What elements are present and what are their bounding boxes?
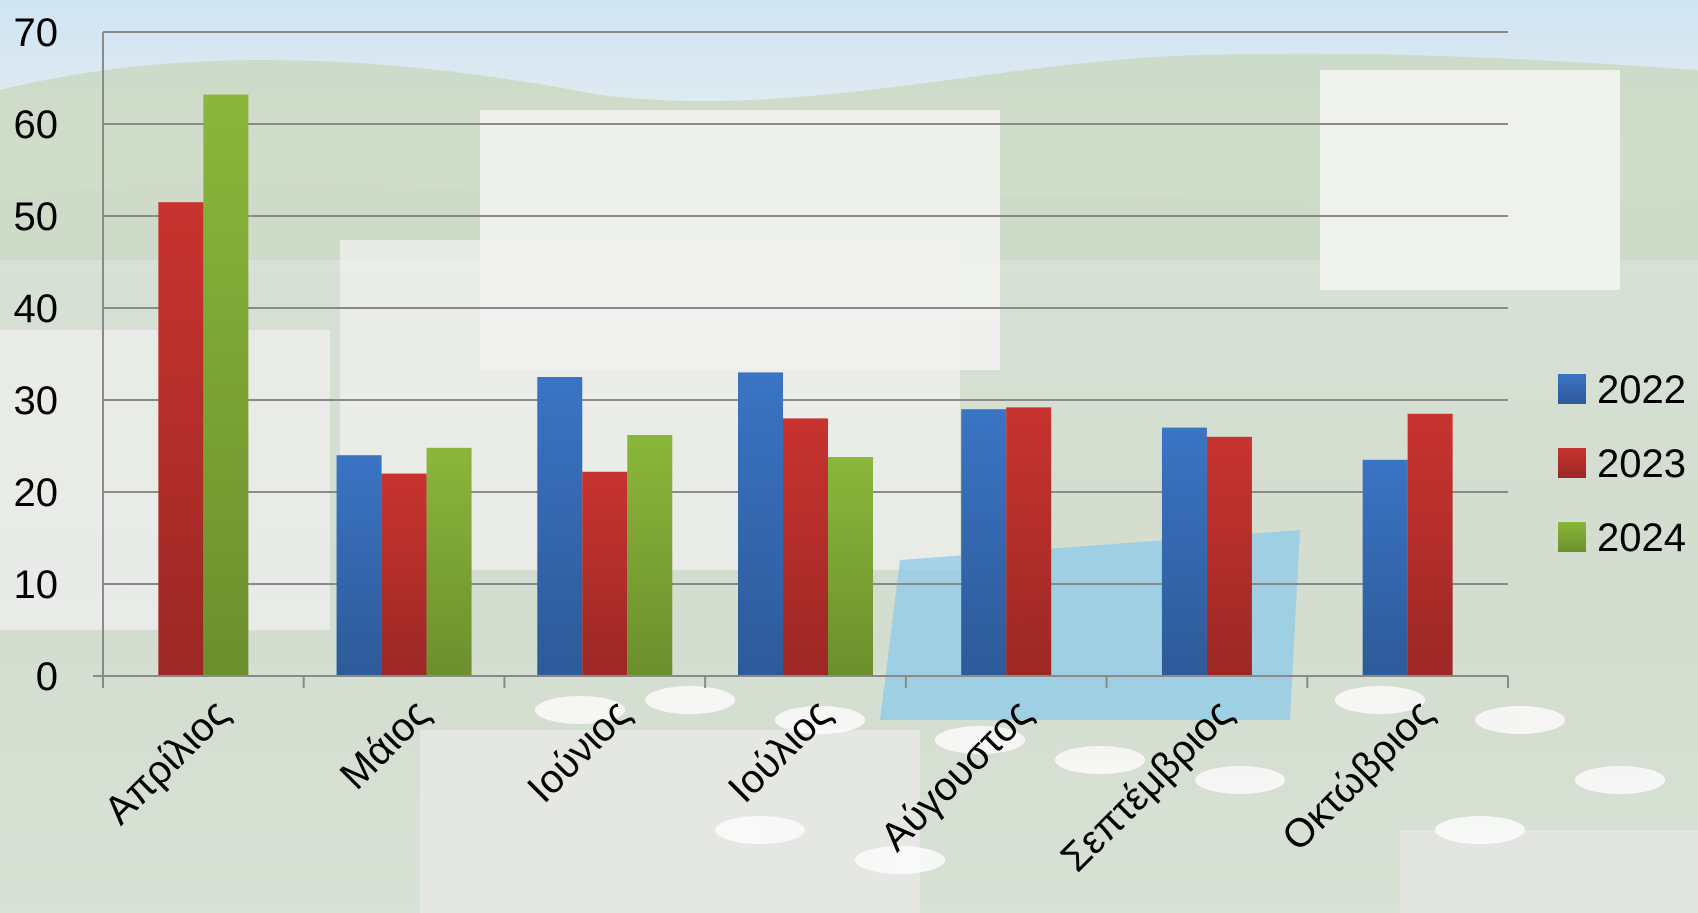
y-tick-label: 0 — [36, 655, 58, 699]
y-tick-label: 70 — [14, 11, 59, 55]
legend-item-2023[interactable]: 2023 — [1558, 442, 1686, 486]
y-tick-label: 10 — [14, 563, 59, 607]
y-tick-label: 50 — [14, 195, 59, 239]
y-tick-labels: 0 10 20 30 40 50 60 70 — [14, 11, 59, 699]
legend-label: 2023 — [1597, 442, 1686, 486]
category-label: Σεπτέμβριος — [1052, 691, 1241, 880]
category-label: Οκτώβριος — [1274, 691, 1442, 859]
bar-2024-2 — [627, 434, 673, 676]
bar-2022-1 — [336, 455, 382, 676]
legend-item-2022[interactable]: 2022 — [1558, 368, 1686, 412]
bar-2023-6 — [1407, 413, 1453, 676]
bar-2024-0 — [203, 94, 249, 676]
bar-2023-1 — [381, 473, 427, 676]
category-label: Απρίλιος — [96, 691, 238, 833]
bar-2024-1 — [426, 447, 472, 676]
bar-2023-5 — [1206, 436, 1252, 676]
category-label: Ιούνιος — [519, 691, 639, 811]
y-tick-label: 20 — [14, 471, 59, 515]
bar-2023-2 — [582, 471, 628, 676]
axes — [93, 32, 1509, 688]
legend-swatch — [1558, 522, 1586, 552]
bar-2023-0 — [158, 202, 204, 676]
y-tick-label: 40 — [14, 287, 59, 331]
bar-2022-4 — [961, 409, 1007, 676]
bar-2024-3 — [828, 457, 873, 676]
bar-2022-3 — [738, 372, 783, 676]
y-tick-label: 60 — [14, 103, 59, 147]
legend-swatch — [1558, 374, 1586, 404]
x-tick-labels: Απρίλιος Μάιος Ιούνιος Ιούλιος Αύγουστος Σεπτ… — [96, 691, 1442, 880]
legend-label: 2024 — [1597, 516, 1686, 560]
bar-2023-3 — [783, 418, 828, 676]
legend[interactable]: 2022 2023 2024 — [1558, 368, 1686, 560]
legend-item-2024[interactable]: 2024 — [1558, 516, 1686, 560]
category-label: Μάιος — [332, 691, 439, 798]
bar-2022-5 — [1161, 427, 1207, 676]
bars — [158, 94, 1453, 676]
category-label: Ιούλιος — [720, 691, 840, 811]
bar-2022-6 — [1362, 459, 1408, 676]
category-label: Αύγουστος — [872, 691, 1040, 859]
bar-2022-2 — [537, 377, 583, 676]
legend-label: 2022 — [1597, 368, 1686, 412]
legend-swatch — [1558, 448, 1586, 478]
y-tick-label: 30 — [14, 379, 59, 423]
bar-2023-4 — [1006, 407, 1052, 676]
